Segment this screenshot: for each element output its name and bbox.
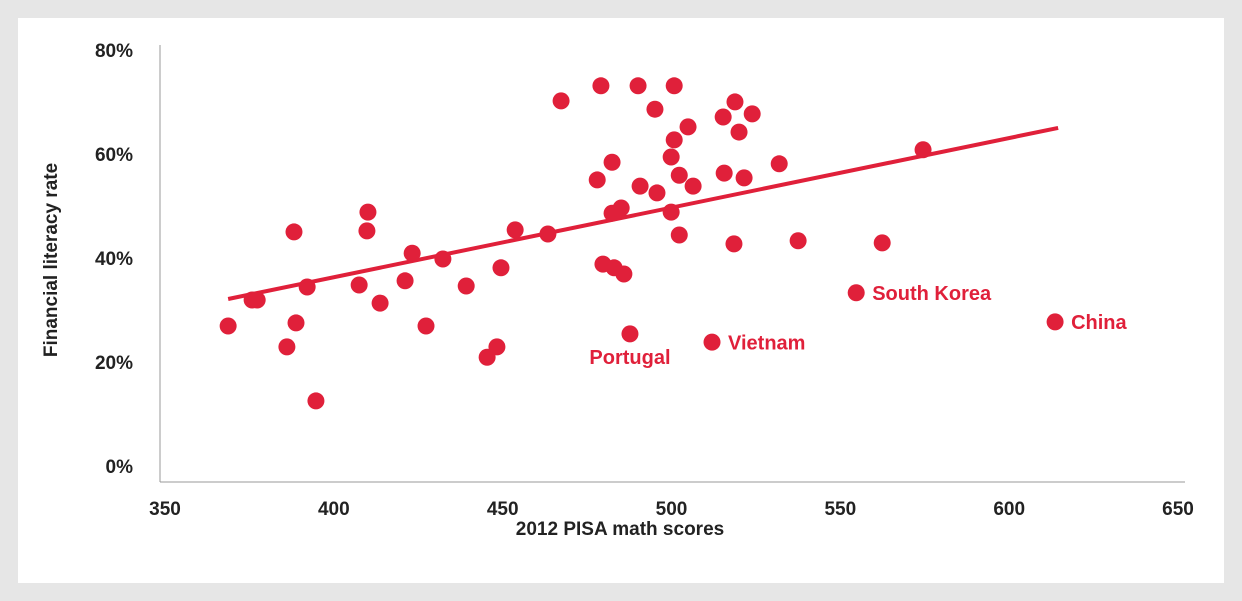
point (629, 77, 647, 95)
x-tick-label: 400 (318, 499, 350, 520)
point (552, 92, 570, 110)
y-tick-label: 60% (95, 145, 133, 166)
point-label: Vietnam (728, 332, 805, 354)
point (726, 93, 744, 111)
point (847, 284, 865, 302)
point (615, 265, 633, 283)
point (434, 250, 452, 268)
point (621, 325, 639, 343)
x-axis-label: 2012 PISA math scores (516, 519, 724, 540)
point (248, 291, 266, 309)
point (358, 222, 376, 240)
point (359, 203, 377, 221)
point (646, 100, 664, 118)
point (735, 169, 753, 187)
point (371, 294, 389, 312)
y-tick-label: 20% (95, 353, 133, 374)
x-tick-label: 350 (149, 499, 181, 520)
x-tick-label: 450 (487, 499, 519, 520)
point (539, 225, 557, 243)
point (396, 272, 414, 290)
y-axis-label: Financial literacy rate (41, 163, 62, 357)
point (403, 244, 421, 262)
point-label: Portugal (589, 347, 670, 369)
point (506, 221, 524, 239)
point-label: China (1071, 312, 1127, 334)
point (662, 203, 680, 221)
point (592, 77, 610, 95)
y-tick-label: 80% (95, 41, 133, 62)
point (588, 171, 606, 189)
point (873, 234, 891, 252)
y-tick-label: 40% (95, 249, 133, 270)
point (612, 199, 630, 217)
point (725, 235, 743, 253)
point (770, 155, 788, 173)
point (278, 338, 296, 356)
point (743, 105, 761, 123)
point (714, 108, 732, 126)
point (715, 164, 733, 182)
point (492, 259, 510, 277)
point (670, 166, 688, 184)
point (670, 226, 688, 244)
point (603, 153, 621, 171)
x-tick-label: 650 (1162, 499, 1194, 520)
y-tick-label: 0% (106, 457, 134, 478)
point (417, 317, 435, 335)
point (730, 123, 748, 141)
point (631, 177, 649, 195)
point (298, 278, 316, 296)
point (350, 276, 368, 294)
point (287, 314, 305, 332)
point (684, 177, 702, 195)
point (285, 223, 303, 241)
point-label: South Korea (872, 283, 992, 305)
point (1046, 313, 1064, 331)
point (488, 338, 506, 356)
point (914, 141, 932, 159)
point (662, 148, 680, 166)
point (648, 184, 666, 202)
point (307, 392, 325, 410)
point (665, 77, 683, 95)
point (679, 118, 697, 136)
x-tick-label: 500 (656, 499, 688, 520)
point (219, 317, 237, 335)
point (457, 277, 475, 295)
panel (18, 18, 1224, 583)
point (665, 131, 683, 149)
point (789, 232, 807, 250)
x-tick-label: 550 (824, 499, 856, 520)
point (703, 333, 721, 351)
x-tick-label: 600 (993, 499, 1025, 520)
